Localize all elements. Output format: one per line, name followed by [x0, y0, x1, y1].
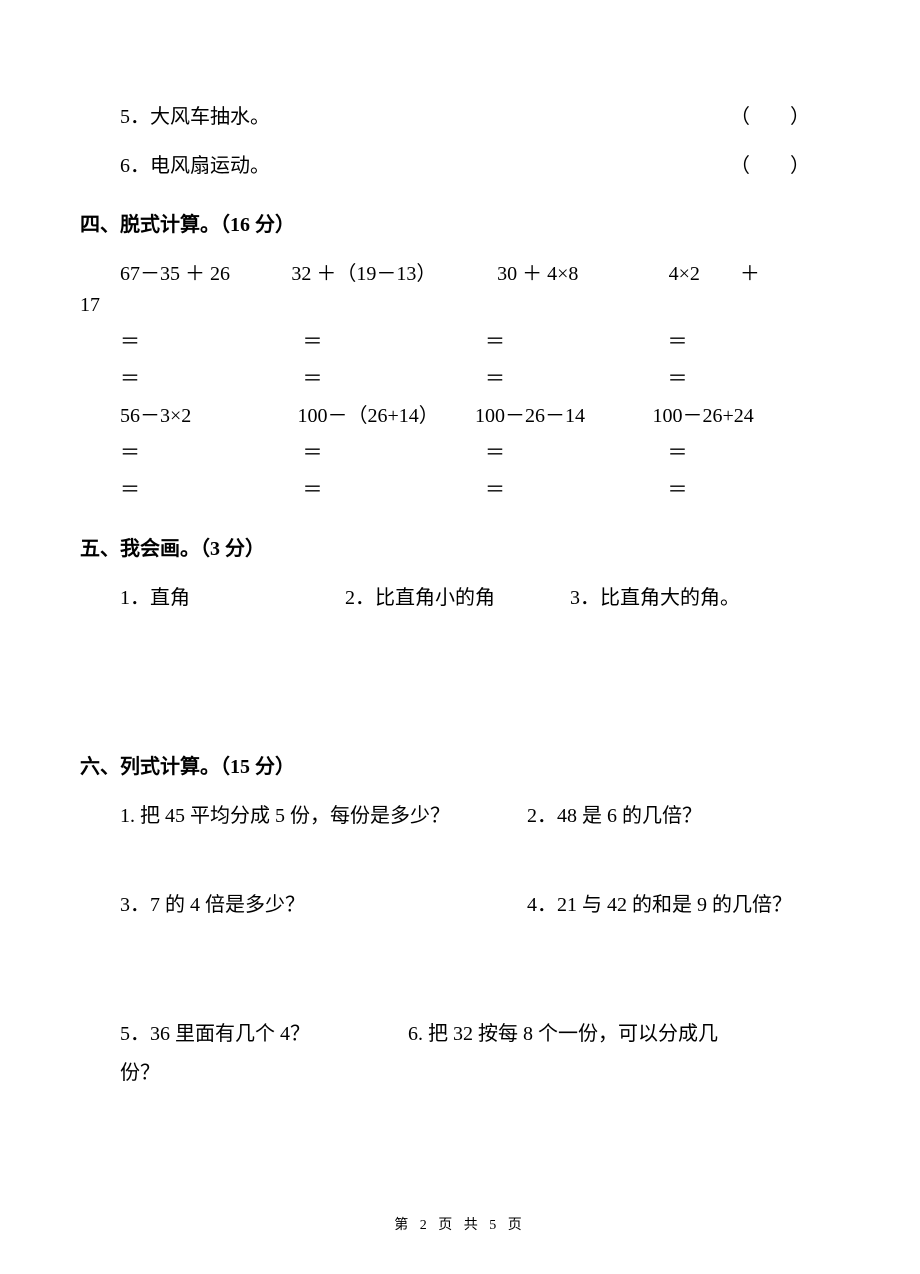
section-6-title: 六、列式计算。（15 分）	[80, 750, 840, 779]
eq-4-3: ＝	[475, 473, 658, 502]
page-footer: 第 2 页 共 5 页	[0, 1214, 920, 1234]
eq-4-4: ＝	[658, 473, 841, 502]
item-5-body: 大风车抽水。	[150, 106, 270, 128]
q-row-3-wrap: 份？	[120, 1056, 840, 1085]
q-row-3: 5．36 里面有几个 4？ 6. 把 32 按每 8 个一份，可以分成几	[120, 1017, 840, 1046]
draw-3: 3．比直角大的角。	[570, 581, 840, 610]
calc-1-1: 67－35 ＋ 26	[120, 257, 291, 286]
q-row-1: 1. 把 45 平均分成 5 份，每份是多少？ 2．48 是 6 的几倍？	[120, 799, 840, 828]
calc-row-1-wrap: 17	[80, 294, 840, 317]
q-3: 3．7 的 4 倍是多少？	[120, 888, 527, 917]
q-4: 4．21 与 42 的和是 9 的几倍？	[527, 888, 840, 917]
calc-row-1: 67－35 ＋ 26 32 ＋（19－13） 30 ＋ 4×8 4×2 ＋	[120, 257, 840, 286]
eq-3-2: ＝	[293, 436, 476, 465]
eq-3-4: ＝	[658, 436, 841, 465]
eq-2-4: ＝	[658, 362, 841, 391]
eq-2-2: ＝	[293, 362, 476, 391]
item-5-text: 5．大风车抽水。	[120, 100, 270, 129]
item-5-num: 5．	[120, 106, 150, 128]
eq-3-3: ＝	[475, 436, 658, 465]
item-6-num: 6．	[120, 155, 150, 177]
q-2: 2．48 是 6 的几倍？	[527, 799, 840, 828]
item-5-paren: （ ）	[730, 100, 840, 129]
eq-2-1: ＝	[110, 362, 293, 391]
calc-2-3: 100－26－14	[465, 399, 643, 428]
item-6-paren: （ ）	[730, 149, 840, 178]
eq-2-3: ＝	[475, 362, 658, 391]
eq-1-1: ＝	[110, 325, 293, 354]
question-item-6: 6．电风扇运动。 （ ）	[120, 149, 840, 178]
eq-4-2: ＝	[293, 473, 476, 502]
draw-row: 1．直角 2．比直角小的角 3．比直角大的角。	[120, 581, 840, 610]
calc-2-2: 100－（26+14）	[288, 399, 466, 428]
item-6-body: 电风扇运动。	[150, 155, 270, 177]
item-6-text: 6．电风扇运动。	[120, 149, 270, 178]
q-row-2: 3．7 的 4 倍是多少？ 4．21 与 42 的和是 9 的几倍？	[120, 888, 840, 917]
calc-1-4: 4×2 ＋	[669, 257, 840, 286]
q-1: 1. 把 45 平均分成 5 份，每份是多少？	[120, 799, 527, 828]
eq-4-1: ＝	[110, 473, 293, 502]
eq-1-3: ＝	[475, 325, 658, 354]
section-4-title: 四、脱式计算。（16 分）	[80, 208, 840, 237]
calc-1-2: 32 ＋（19－13）	[291, 257, 497, 286]
draw-2: 2．比直角小的角	[345, 581, 570, 610]
calc-eq-row-2: ＝ ＝ ＝ ＝	[110, 362, 840, 391]
calc-1-3: 30 ＋ 4×8	[497, 257, 668, 286]
drawing-space	[80, 620, 840, 720]
section-5-title: 五、我会画。（3 分）	[80, 532, 840, 561]
calc-eq-row-1: ＝ ＝ ＝ ＝	[110, 325, 840, 354]
calc-2-1: 56－3×2	[110, 399, 288, 428]
eq-1-4: ＝	[658, 325, 841, 354]
draw-1: 1．直角	[120, 581, 345, 610]
eq-1-2: ＝	[293, 325, 476, 354]
calc-row-2: 56－3×2 100－（26+14） 100－26－14 100－26+24	[110, 399, 840, 428]
q-5: 5．36 里面有几个 4？	[120, 1017, 408, 1046]
q-6: 6. 把 32 按每 8 个一份，可以分成几	[408, 1017, 840, 1046]
eq-3-1: ＝	[110, 436, 293, 465]
calc-eq-row-3: ＝ ＝ ＝ ＝	[110, 436, 840, 465]
question-item-5: 5．大风车抽水。 （ ）	[120, 100, 840, 129]
calc-eq-row-4: ＝ ＝ ＝ ＝	[110, 473, 840, 502]
calc-2-4: 100－26+24	[643, 399, 821, 428]
